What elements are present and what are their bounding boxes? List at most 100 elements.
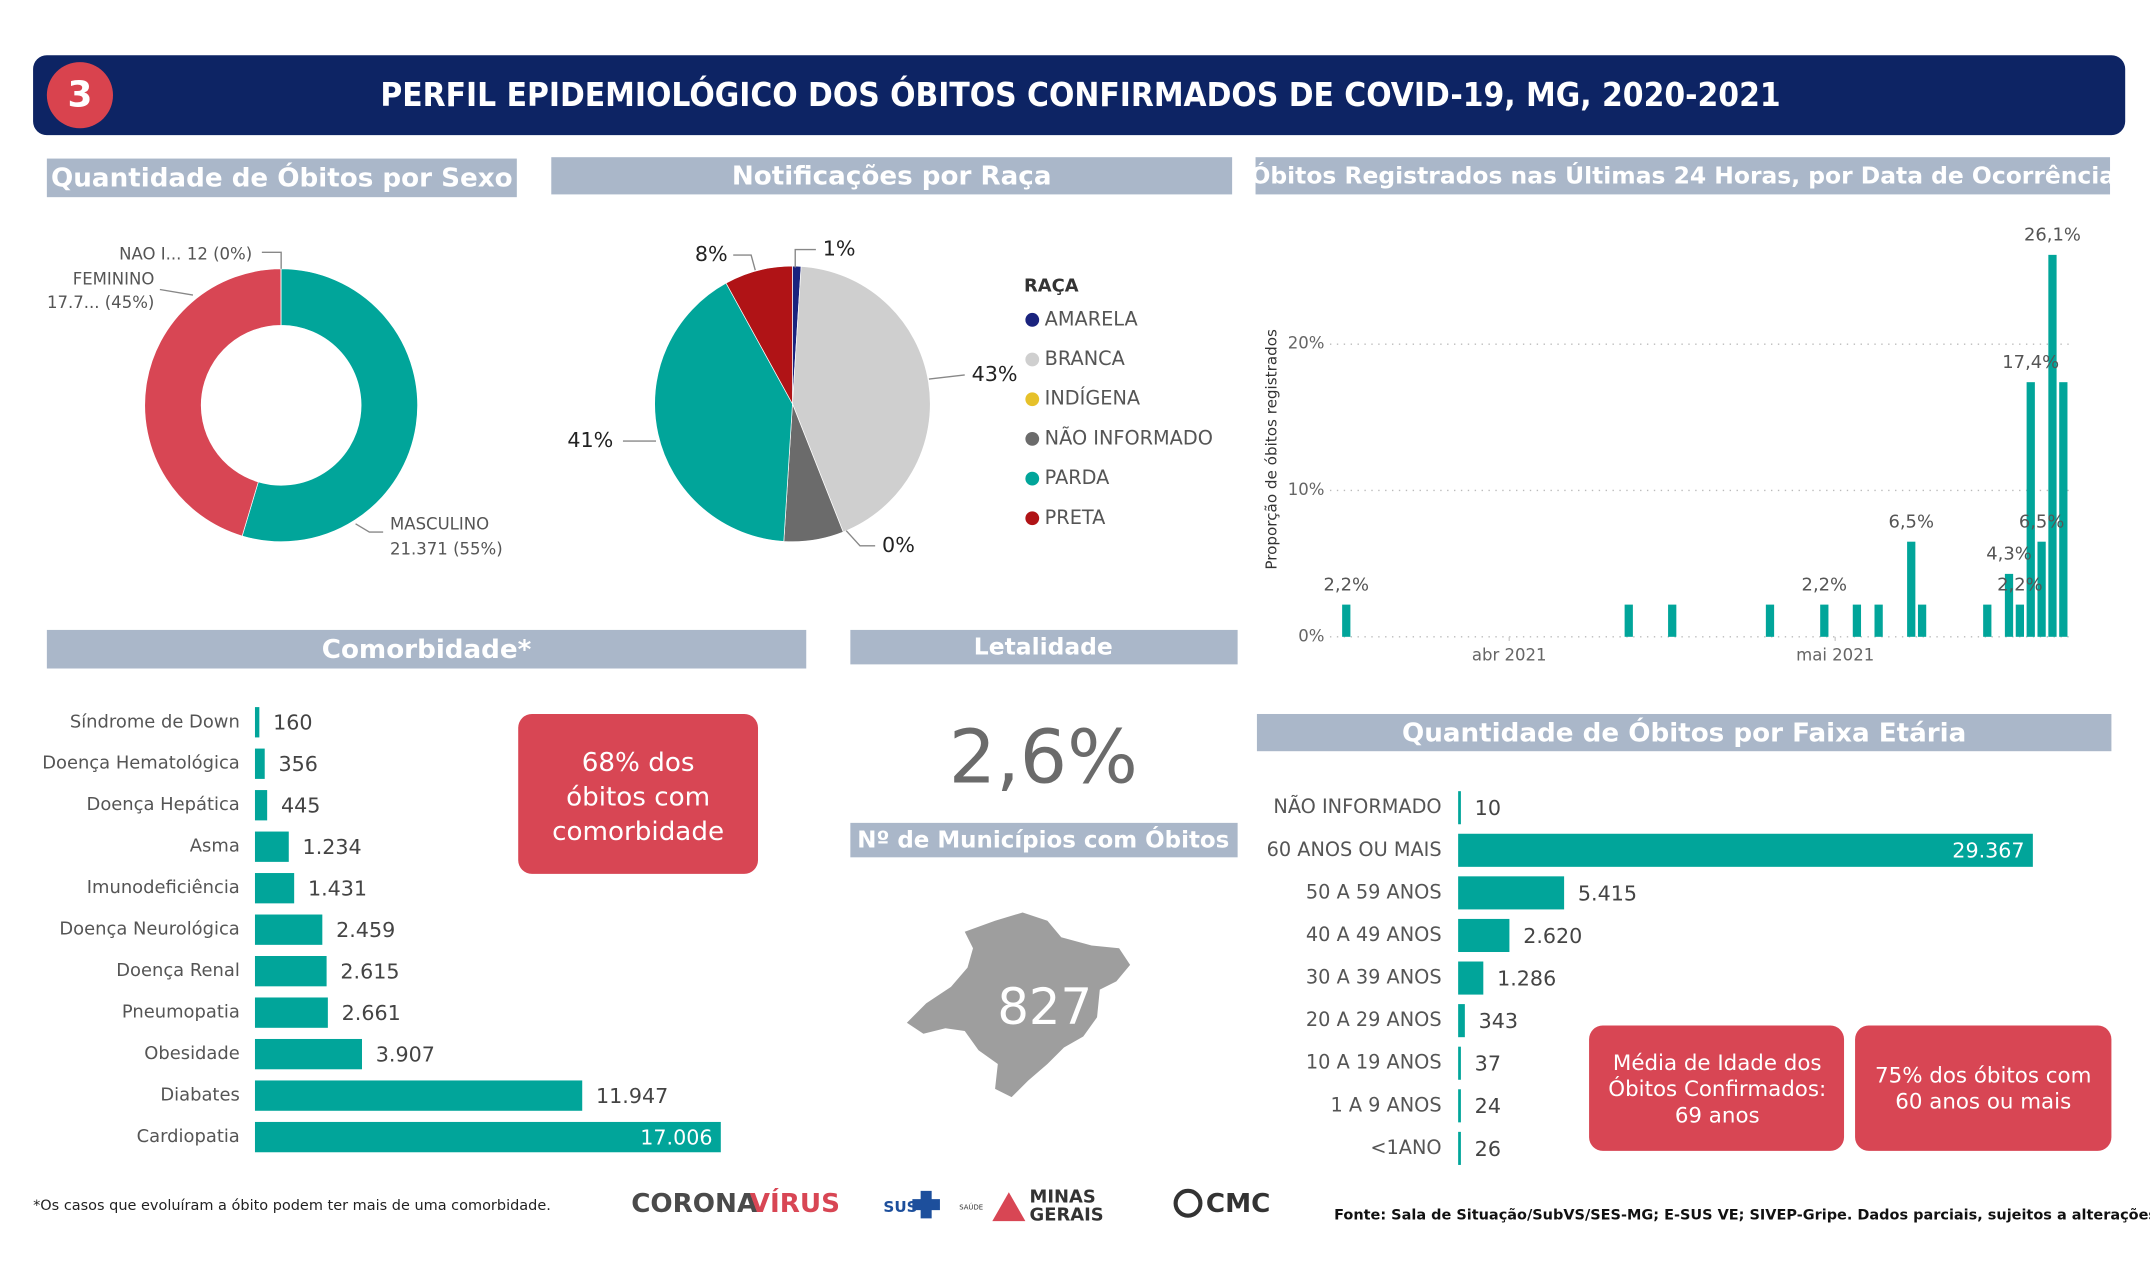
leader-line bbox=[159, 288, 194, 296]
legend-label: INDÍGENA bbox=[1045, 387, 1141, 410]
category-label: <1ANO bbox=[1370, 1136, 1441, 1159]
bar bbox=[1458, 876, 1565, 910]
bar bbox=[1874, 604, 1883, 637]
value-label: 17,4% bbox=[2002, 352, 2059, 373]
legend-swatch bbox=[1025, 392, 1040, 407]
leader-line bbox=[261, 251, 282, 269]
bar bbox=[2026, 382, 2035, 637]
bar bbox=[2048, 254, 2057, 637]
value-label: 160 bbox=[273, 711, 312, 735]
section-title-bar bbox=[1255, 157, 2111, 195]
pie-slice bbox=[792, 265, 931, 533]
bar bbox=[254, 997, 328, 1028]
bar bbox=[254, 914, 323, 945]
category-label: Obesidade bbox=[144, 1043, 240, 1064]
value-label: 43% bbox=[972, 362, 1018, 386]
value-label: 1.286 bbox=[1497, 966, 1556, 990]
chart-title: Quantidade de Óbitos por Faixa Etária bbox=[1402, 716, 1966, 748]
value-label: 445 bbox=[281, 794, 320, 818]
value-label: 2,2% bbox=[1997, 574, 2043, 595]
leader-line bbox=[355, 523, 384, 533]
logo-minas-triangle bbox=[992, 1192, 1026, 1222]
category-label: 40 A 49 ANOS bbox=[1306, 923, 1442, 946]
bar bbox=[254, 956, 327, 987]
bar bbox=[1668, 604, 1677, 637]
value-label: 2.459 bbox=[336, 918, 395, 942]
bar bbox=[1983, 604, 1992, 637]
logo-minas: MINAS bbox=[1030, 1187, 1096, 1208]
bar bbox=[1624, 604, 1633, 637]
value-label: 356 bbox=[279, 752, 318, 776]
logo-saude: SAÚDE bbox=[959, 1202, 983, 1211]
value-label: 0% bbox=[882, 533, 915, 557]
logo-sus-cross bbox=[912, 1190, 940, 1219]
category-label: NAO I... bbox=[119, 245, 181, 264]
bar bbox=[254, 707, 260, 738]
value-label: 10 bbox=[1475, 796, 1501, 820]
pie-slice bbox=[725, 265, 793, 405]
category-label: Diabates bbox=[160, 1085, 239, 1106]
bar bbox=[254, 831, 289, 862]
value-label: 17.006 bbox=[640, 1125, 712, 1149]
value-label: 37 bbox=[1475, 1052, 1501, 1076]
leader-line bbox=[928, 374, 965, 380]
bar bbox=[2037, 541, 2046, 637]
value-label: 4,3% bbox=[1986, 544, 2032, 565]
category-label: 60 ANOS OU MAIS bbox=[1267, 838, 1442, 861]
category-label: Asma bbox=[190, 836, 240, 857]
value-label: 41% bbox=[567, 428, 613, 452]
category-label: Doença Renal bbox=[116, 960, 240, 981]
y-axis-title: Proporção de óbitos registrados bbox=[1263, 329, 1281, 570]
value-label: 2.620 bbox=[1523, 924, 1582, 948]
logo-cmc: CMC bbox=[1206, 1189, 1270, 1219]
logo-sus: SUS bbox=[883, 1198, 917, 1216]
value-label: 11.947 bbox=[596, 1084, 668, 1108]
section-title-bar bbox=[850, 629, 1238, 665]
callout-text: Óbitos Confirmados: bbox=[1608, 1076, 1826, 1102]
map-minas-gerais bbox=[906, 912, 1131, 1098]
category-label: 10 A 19 ANOS bbox=[1306, 1051, 1442, 1074]
bar bbox=[254, 748, 265, 779]
leader-line bbox=[794, 248, 816, 268]
kpi-title: Letalidade bbox=[974, 632, 1113, 660]
value-label: 343 bbox=[1479, 1009, 1518, 1033]
category-label: FEMININO bbox=[73, 269, 155, 288]
bar bbox=[1458, 833, 2033, 867]
donut-slice bbox=[144, 268, 282, 537]
header-badge bbox=[46, 62, 114, 129]
value-label: 2.615 bbox=[340, 960, 399, 984]
callout-text: 60 anos ou mais bbox=[1895, 1090, 2071, 1115]
bar bbox=[1458, 1004, 1465, 1038]
bar bbox=[1458, 791, 1461, 825]
callout-card bbox=[518, 713, 759, 874]
chart-title: Comorbidade* bbox=[322, 635, 532, 665]
legend-title: RAÇA bbox=[1024, 276, 1079, 297]
header-title: PERFIL EPIDEMIOLÓGICO DOS ÓBITOS CONFIRM… bbox=[380, 74, 1780, 114]
bar bbox=[1342, 604, 1351, 637]
pie-slice bbox=[654, 282, 793, 542]
legend-swatch bbox=[1025, 511, 1040, 526]
value-label: 24 bbox=[1475, 1094, 1501, 1118]
legend-swatch bbox=[1025, 432, 1040, 446]
bar bbox=[1765, 604, 1775, 637]
header-number: 3 bbox=[67, 75, 92, 116]
value-label: 26 bbox=[1475, 1137, 1501, 1161]
value-label: 3.907 bbox=[376, 1043, 435, 1067]
value-label: 17.7... (45%) bbox=[47, 293, 154, 312]
bar bbox=[254, 1038, 362, 1070]
bar bbox=[1852, 604, 1862, 637]
value-label: 26,1% bbox=[2024, 225, 2081, 246]
legend-swatch bbox=[1025, 352, 1040, 367]
category-label: Doença Neurológica bbox=[59, 919, 239, 940]
logo-cmc-mark bbox=[1173, 1188, 1203, 1218]
y-tick-label: 0% bbox=[1298, 626, 1324, 645]
category-label: Cardiopatia bbox=[137, 1126, 240, 1147]
footnote: *Os casos que evoluíram a óbito podem te… bbox=[33, 1198, 551, 1214]
legend-label: BRANCA bbox=[1045, 347, 1126, 370]
value-label: 2,2% bbox=[1802, 574, 1848, 595]
bar bbox=[2059, 382, 2068, 637]
bar bbox=[1820, 604, 1829, 637]
legend-label: NÃO INFORMADO bbox=[1045, 426, 1213, 449]
